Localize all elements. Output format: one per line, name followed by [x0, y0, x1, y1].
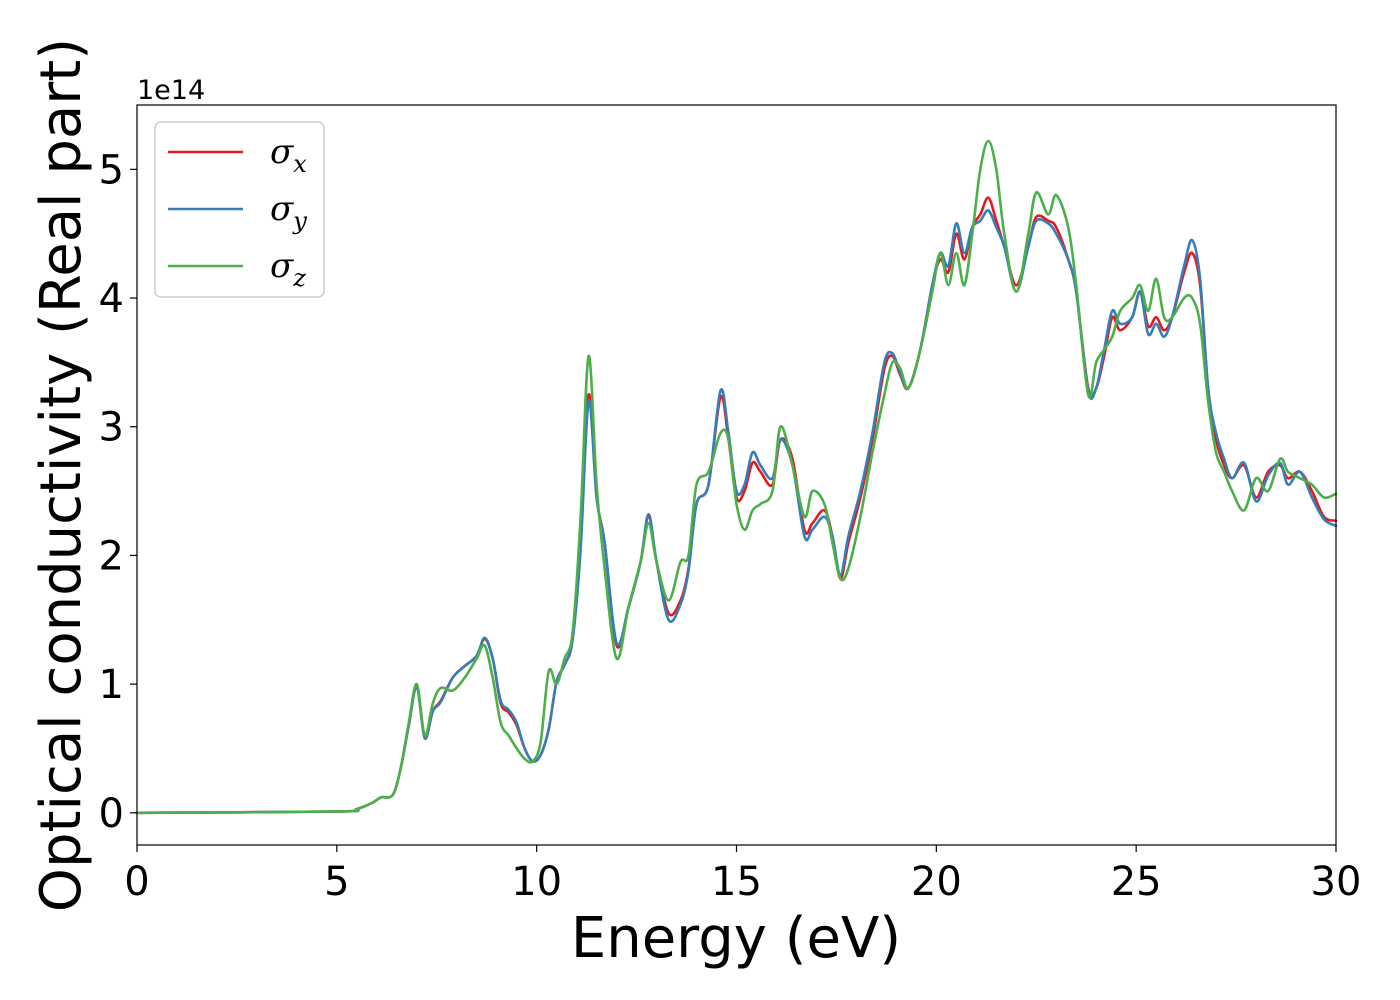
x-axis: 0 5 10 15 20 25 30: [124, 845, 1361, 905]
x-tick-label: 20: [911, 859, 962, 905]
legend-subscript: x: [293, 150, 307, 178]
x-tick-label: 10: [511, 859, 562, 905]
legend-symbol: σ: [270, 246, 294, 286]
legend-label-x: σx: [270, 132, 307, 178]
x-tick-label: 15: [711, 859, 762, 905]
legend-symbol: σ: [270, 132, 294, 172]
y-tick-label: 4: [99, 276, 124, 322]
x-axis-title: Energy (eV): [571, 906, 901, 971]
y-tick-label: 0: [99, 791, 124, 837]
x-tick-label: 30: [1311, 859, 1362, 905]
y-tick-label: 2: [99, 533, 124, 579]
legend-subscript: z: [292, 264, 306, 292]
legend-subscript: y: [292, 207, 307, 235]
series-line-y: [135, 209, 1338, 815]
y-axis: 0 1 2 3 4 5: [99, 147, 137, 837]
y-tick-label: 5: [99, 147, 124, 193]
legend-label-z: σz: [270, 246, 306, 292]
legend-label-y: σy: [270, 189, 307, 235]
x-tick-label: 25: [1111, 859, 1162, 905]
y-tick-label: 3: [99, 405, 124, 451]
y-axis-title: Optical conductivity (Real part): [29, 38, 94, 912]
y-offset-label: 1e14: [137, 75, 205, 106]
x-tick-label: 0: [124, 859, 149, 905]
y-tick-label: 1: [99, 662, 124, 708]
series-line-z: [135, 139, 1338, 815]
series-line-x: [135, 196, 1338, 815]
x-tick-label: 5: [324, 859, 349, 905]
legend-symbol: σ: [270, 189, 294, 229]
series-layer: [135, 139, 1338, 815]
